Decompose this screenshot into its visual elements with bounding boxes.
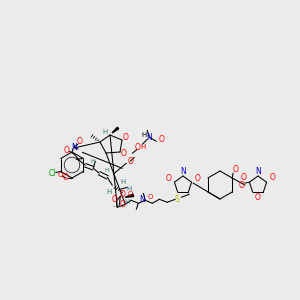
- Text: ···: ···: [113, 204, 118, 209]
- Text: N: N: [71, 142, 77, 152]
- Text: H: H: [125, 199, 130, 205]
- Text: O: O: [195, 174, 200, 183]
- Text: H: H: [102, 129, 108, 135]
- Text: O: O: [241, 173, 246, 182]
- Text: Cl: Cl: [49, 169, 56, 178]
- Text: O: O: [270, 173, 275, 182]
- Text: N: N: [255, 167, 261, 176]
- Polygon shape: [112, 127, 119, 133]
- Text: O: O: [134, 143, 140, 152]
- Text: O: O: [128, 157, 133, 166]
- Text: O: O: [63, 146, 69, 155]
- Text: N: N: [140, 195, 145, 204]
- Text: H: H: [90, 159, 95, 164]
- Text: O: O: [158, 135, 164, 144]
- Text: O: O: [232, 164, 238, 173]
- Text: N: N: [180, 167, 186, 176]
- Text: O: O: [255, 193, 261, 202]
- Text: O: O: [57, 172, 63, 178]
- Text: O: O: [77, 137, 83, 146]
- Text: H: H: [107, 189, 112, 195]
- Text: O: O: [166, 174, 171, 183]
- Text: O: O: [111, 195, 117, 204]
- Polygon shape: [125, 194, 134, 197]
- Text: O: O: [63, 173, 69, 182]
- Text: O: O: [119, 200, 125, 209]
- Text: S: S: [175, 195, 180, 204]
- Text: H: H: [142, 132, 147, 138]
- Text: O: O: [123, 134, 129, 142]
- Text: H: H: [127, 186, 132, 192]
- Text: H: H: [104, 168, 109, 173]
- Text: H: H: [121, 179, 126, 185]
- Text: H: H: [141, 144, 146, 150]
- Text: O: O: [119, 190, 125, 199]
- Text: N: N: [146, 133, 152, 142]
- Text: ···: ···: [94, 139, 100, 143]
- Text: O: O: [148, 194, 153, 200]
- Text: O: O: [121, 149, 127, 158]
- Text: O: O: [128, 191, 133, 197]
- Text: O: O: [239, 181, 245, 190]
